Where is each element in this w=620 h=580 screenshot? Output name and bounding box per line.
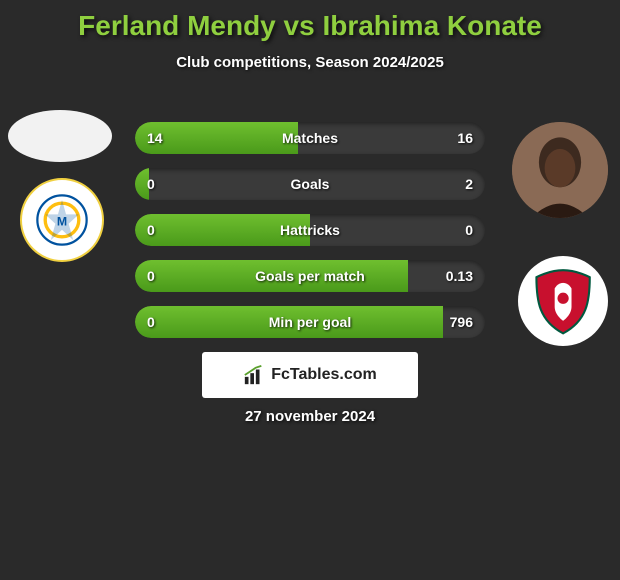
stat-label: Min per goal: [135, 306, 485, 338]
stat-label: Hattricks: [135, 214, 485, 246]
player-left-club-logo: M: [20, 178, 104, 262]
stat-value-right: 796: [450, 306, 473, 338]
stat-value-right: 0.13: [446, 260, 473, 292]
date-text: 27 november 2024: [0, 408, 620, 425]
brand-text: FcTables.com: [271, 366, 377, 384]
stat-label: Goals per match: [135, 260, 485, 292]
stat-value-right: 2: [465, 168, 473, 200]
player-right-club-logo: [518, 256, 608, 346]
stat-row: 0 Hattricks 0: [135, 214, 485, 246]
stats-table: 14 Matches 16 0 Goals 2 0 Hattricks 0 0 …: [135, 122, 485, 352]
stat-label: Matches: [135, 122, 485, 154]
player-right-avatar: [512, 122, 608, 218]
subtitle: Club competitions, Season 2024/2025: [0, 54, 620, 71]
club-crest-icon: [528, 266, 598, 336]
stat-row: 0 Min per goal 796: [135, 306, 485, 338]
stat-row: 0 Goals per match 0.13: [135, 260, 485, 292]
stat-value-right: 16: [457, 122, 473, 154]
stat-row: 14 Matches 16: [135, 122, 485, 154]
person-icon: [512, 122, 608, 218]
comparison-card: Ferland Mendy vs Ibrahima Konate Club co…: [0, 0, 620, 580]
club-crest-icon: M: [34, 192, 90, 248]
bar-chart-icon: [243, 364, 265, 386]
brand-badge[interactable]: FcTables.com: [202, 352, 418, 398]
stat-row: 0 Goals 2: [135, 168, 485, 200]
player-left-avatar: [8, 110, 112, 162]
svg-text:M: M: [57, 215, 67, 229]
page-title: Ferland Mendy vs Ibrahima Konate: [0, 0, 620, 42]
stat-value-right: 0: [465, 214, 473, 246]
stat-label: Goals: [135, 168, 485, 200]
